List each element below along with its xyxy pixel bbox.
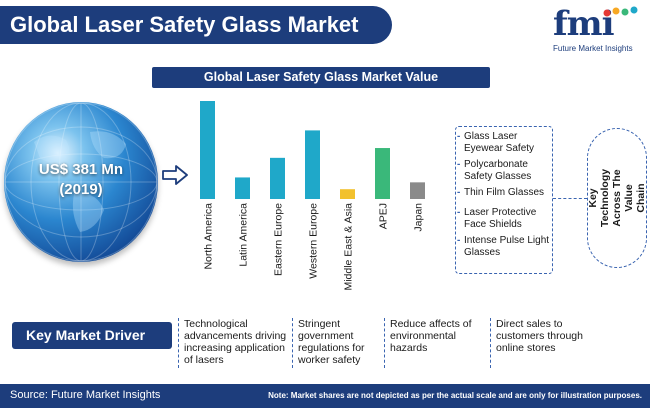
globe-graphic: US$ 381 Mn (2019) xyxy=(4,102,158,262)
category-label: APEJ xyxy=(378,203,390,229)
bar-latin-america xyxy=(235,177,250,199)
value-chain-label-frame xyxy=(587,128,647,268)
category-label: Western Europe xyxy=(308,203,320,279)
value-chain-item: - Intense Pulse Light Glasses xyxy=(457,235,550,258)
key-market-driver-label: Key Market Driver xyxy=(12,322,172,349)
driver-item: Reduce affects of environmental hazards xyxy=(384,318,482,368)
market-value-amount: US$ 381 Mn xyxy=(38,161,124,178)
driver-item: Direct sales to customers through online… xyxy=(490,318,600,368)
bar-middle-east-asia xyxy=(340,189,355,199)
bar-chart: North America Latin America Eastern Europe… xyxy=(200,101,425,291)
market-value-year: (2019) xyxy=(59,181,103,198)
footer-note: Note: Market shares are not depicted as … xyxy=(268,391,642,400)
connector-line xyxy=(553,198,587,199)
value-chain-item: - Polycarbonate Safety Glasses xyxy=(457,159,532,182)
logo-text: fmi xyxy=(553,4,615,44)
page-title: Global Laser Safety Glass Market xyxy=(0,6,392,44)
market-value: US$ 381 Mn (2019) xyxy=(4,160,158,200)
driver-item: Stringent government regulations for wor… xyxy=(292,318,376,368)
category-label: North America xyxy=(203,203,215,270)
logo-subtitle: Future Market Insights xyxy=(553,44,633,53)
driver-item: Technological advancements driving incre… xyxy=(178,318,288,368)
value-chain-item: - Laser Protective Face Shields xyxy=(457,207,537,230)
value-chain-item: - Glass Laser Eyewear Safety xyxy=(457,131,535,154)
chart-title: Global Laser Safety Glass Market Value xyxy=(152,67,490,88)
category-label: Latin America xyxy=(238,203,250,267)
arrow-right-icon xyxy=(162,165,188,185)
logo-dots-icon xyxy=(603,6,638,17)
bar-north-america xyxy=(200,101,215,199)
value-chain-label: Key Technology Across The Value Chain xyxy=(587,168,648,228)
fmi-logo: fmi Future Market Insights xyxy=(553,4,643,60)
bar-apej xyxy=(375,148,390,199)
bar-eastern-europe xyxy=(270,157,285,199)
value-chain-item: - Thin Film Glasses xyxy=(457,187,545,198)
category-label: Middle East & Asia xyxy=(343,203,355,291)
footer: Source: Future Market Insights Note: Mar… xyxy=(0,384,650,408)
category-label: Eastern Europe xyxy=(273,203,285,276)
bar-western-europe xyxy=(305,130,320,199)
globe-grid-icon xyxy=(4,102,158,262)
footer-source: Source: Future Market Insights xyxy=(10,389,161,401)
bar-japan xyxy=(410,182,425,199)
category-label: Japan xyxy=(413,203,425,232)
value-chain-list: - Glass Laser Eyewear Safety - Polycarbona… xyxy=(455,126,553,274)
